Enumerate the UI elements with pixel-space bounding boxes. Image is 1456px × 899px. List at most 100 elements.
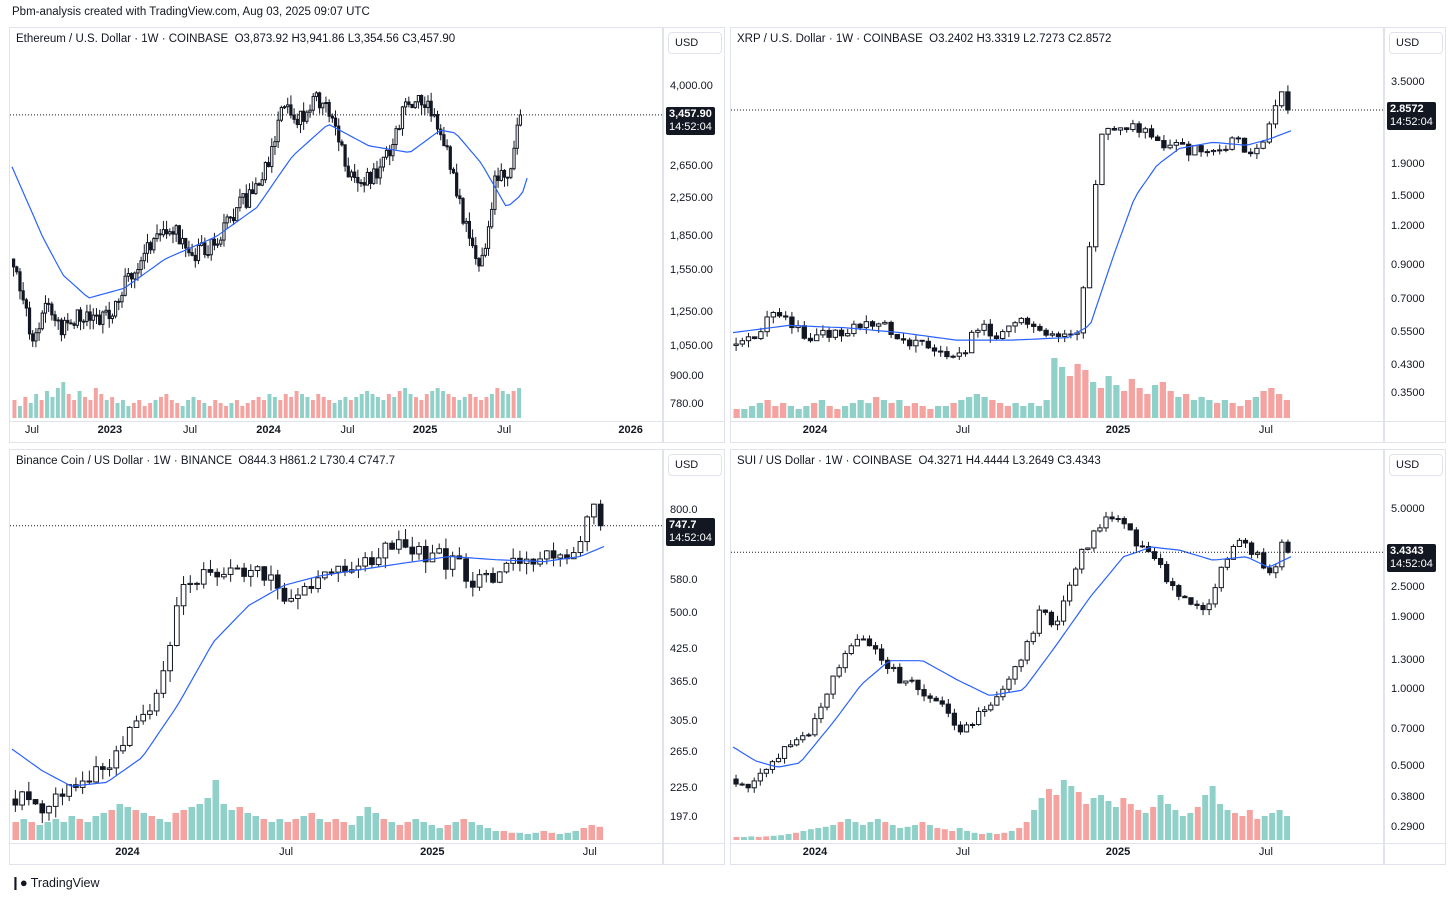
candle-body[interactable]	[241, 567, 247, 577]
candle-body[interactable]	[988, 704, 994, 711]
candle-body[interactable]	[824, 693, 830, 708]
candle-body[interactable]	[227, 567, 234, 575]
candle-body[interactable]	[372, 168, 376, 184]
candle-body[interactable]	[155, 233, 159, 240]
candle-body[interactable]	[266, 162, 271, 168]
candle-body[interactable]	[129, 273, 134, 280]
candle-body[interactable]	[1142, 128, 1148, 133]
candle-body[interactable]	[308, 585, 315, 589]
candle-body[interactable]	[1255, 552, 1261, 555]
candle-body[interactable]	[443, 548, 449, 570]
candle-body[interactable]	[152, 238, 156, 251]
candle-body[interactable]	[866, 638, 873, 647]
candle-body[interactable]	[445, 145, 449, 148]
candle-body[interactable]	[963, 724, 970, 733]
candle-body[interactable]	[1212, 587, 1218, 605]
candle-body[interactable]	[1080, 287, 1086, 334]
candle-body[interactable]	[25, 791, 32, 801]
candle-body[interactable]	[860, 638, 867, 641]
candle-body[interactable]	[550, 550, 557, 559]
candle-body[interactable]	[969, 331, 975, 354]
candle-body[interactable]	[800, 735, 806, 741]
candle-body[interactable]	[37, 328, 41, 334]
candle-body[interactable]	[47, 302, 51, 305]
candle-body[interactable]	[86, 780, 93, 783]
candle-body[interactable]	[474, 245, 478, 260]
candle-body[interactable]	[404, 101, 408, 108]
candle-body[interactable]	[82, 320, 86, 323]
candle-body[interactable]	[1157, 557, 1164, 565]
candle-body[interactable]	[464, 220, 468, 224]
candle-body[interactable]	[180, 237, 185, 245]
candle-body[interactable]	[261, 566, 268, 581]
candle-body[interactable]	[490, 208, 494, 228]
candle-body[interactable]	[407, 101, 411, 105]
candle-body[interactable]	[913, 339, 919, 347]
candle-body[interactable]	[52, 793, 59, 807]
candle-body[interactable]	[752, 336, 758, 340]
candle-body[interactable]	[381, 156, 385, 168]
candle-body[interactable]	[286, 104, 290, 108]
candle-body[interactable]	[161, 229, 166, 236]
candle-body[interactable]	[882, 321, 888, 325]
candle-body[interactable]	[1115, 518, 1121, 521]
candle-body[interactable]	[962, 352, 969, 355]
candle-body[interactable]	[413, 101, 417, 109]
candle-body[interactable]	[18, 271, 22, 292]
candle-body[interactable]	[876, 323, 882, 327]
candle-body[interactable]	[745, 336, 752, 342]
candle-body[interactable]	[214, 571, 221, 578]
candle-body[interactable]	[469, 580, 476, 588]
candle-body[interactable]	[375, 168, 379, 179]
candle-body[interactable]	[34, 332, 38, 342]
candle-body[interactable]	[72, 323, 76, 326]
candle-body[interactable]	[458, 195, 462, 200]
candle-body[interactable]	[120, 294, 124, 303]
candle-body[interactable]	[410, 103, 414, 109]
candle-body[interactable]	[1167, 144, 1173, 149]
candle-body[interactable]	[1206, 603, 1212, 611]
candle-body[interactable]	[801, 325, 807, 339]
chart-panel-xrp[interactable]: XRP / U.S. Dollar · 1W · COINBASE O3.240…	[730, 27, 1384, 443]
candle-body[interactable]	[173, 605, 180, 646]
candle-body[interactable]	[515, 124, 519, 149]
currency-selector[interactable]: USD	[668, 32, 722, 54]
candle-body[interactable]	[206, 254, 210, 257]
candle-body[interactable]	[1194, 603, 1200, 606]
candle-body[interactable]	[832, 329, 838, 338]
candle-body[interactable]	[369, 557, 375, 566]
candle-body[interactable]	[1260, 141, 1266, 149]
candle-body[interactable]	[939, 700, 945, 705]
candle-body[interactable]	[147, 710, 153, 715]
candle-body[interactable]	[221, 573, 227, 578]
candle-body[interactable]	[384, 149, 389, 158]
candle-body[interactable]	[62, 319, 67, 336]
candle-body[interactable]	[1217, 149, 1223, 152]
candle-body[interactable]	[168, 231, 172, 235]
candle-body[interactable]	[78, 309, 83, 322]
candle-body[interactable]	[1012, 322, 1018, 327]
candle-body[interactable]	[483, 573, 490, 576]
candle-body[interactable]	[945, 703, 951, 714]
candle-body[interactable]	[397, 128, 401, 131]
candle-body[interactable]	[1139, 545, 1146, 548]
candle-body[interactable]	[207, 569, 214, 573]
candle-body[interactable]	[863, 321, 869, 329]
candle-body[interactable]	[1024, 641, 1030, 661]
candle-body[interactable]	[270, 146, 274, 168]
candle-body[interactable]	[818, 706, 824, 720]
candle-body[interactable]	[1176, 585, 1182, 597]
candle-body[interactable]	[751, 780, 757, 789]
candle-body[interactable]	[343, 144, 347, 167]
candle-body[interactable]	[426, 100, 430, 109]
chart-plot-area[interactable]	[731, 450, 1384, 865]
candle-body[interactable]	[1086, 246, 1093, 289]
candle-body[interactable]	[1062, 333, 1068, 337]
candle-body[interactable]	[368, 171, 373, 184]
candle-body[interactable]	[1117, 127, 1124, 131]
candle-body[interactable]	[11, 258, 16, 268]
candle-body[interactable]	[499, 169, 503, 181]
candle-body[interactable]	[164, 229, 169, 235]
candle-body[interactable]	[1031, 323, 1037, 327]
candle-body[interactable]	[1285, 91, 1291, 111]
